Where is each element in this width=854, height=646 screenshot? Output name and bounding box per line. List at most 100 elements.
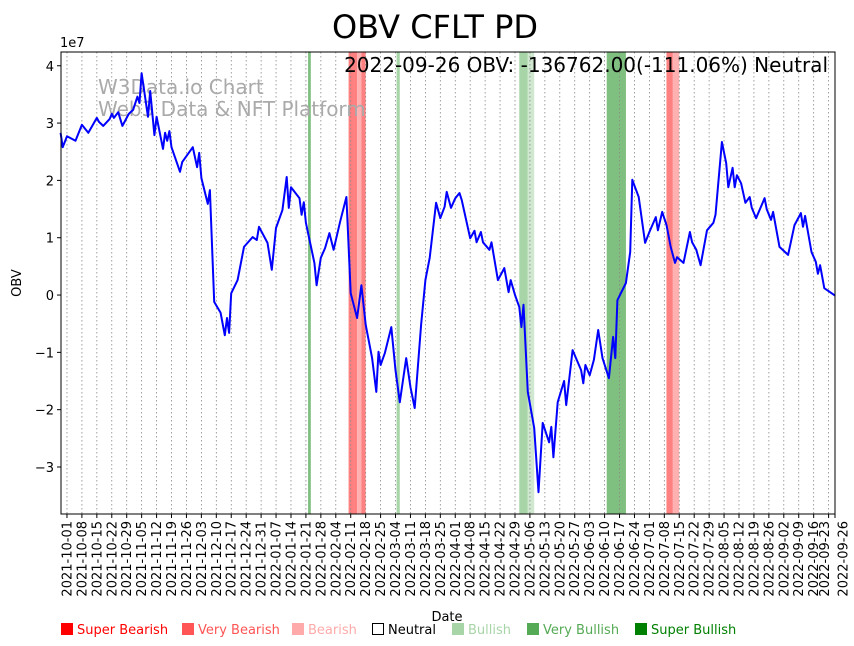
x-tick-label: 2022-05-06 xyxy=(523,521,538,597)
x-tick-label: 2022-05-20 xyxy=(553,521,568,597)
y-tick-label: 4 xyxy=(46,60,54,75)
signal-band-bullish xyxy=(519,52,528,514)
x-tick-label: 2022-07-15 xyxy=(673,521,688,597)
signal-band-very-bullish xyxy=(606,52,626,514)
legend-item-bearish: Bearish xyxy=(292,623,357,638)
x-tick-label: 2022-02-25 xyxy=(374,521,389,597)
obv-series-line xyxy=(59,72,836,494)
x-tick-label: 2021-12-31 xyxy=(255,521,270,597)
x-tick-label: 2022-07-08 xyxy=(658,521,673,597)
x-tick-label: 2022-09-09 xyxy=(792,521,807,597)
x-tick-label: 2022-07-22 xyxy=(688,521,703,597)
legend-swatch-icon xyxy=(372,623,384,635)
x-tick-label: 2022-02-18 xyxy=(359,521,374,597)
y-scale-label: 1e7 xyxy=(60,36,85,51)
signal-band-very-bullish xyxy=(308,52,311,514)
x-tick-label: 2021-11-05 xyxy=(135,521,150,597)
legend-label: Super Bullish xyxy=(651,623,736,638)
legend-swatch-icon xyxy=(527,623,539,635)
x-axis-label: Date xyxy=(431,610,462,625)
y-tick-label: 3 xyxy=(46,117,54,132)
x-tick-label: 2022-03-25 xyxy=(434,521,449,597)
x-tick-label: 2022-09-02 xyxy=(777,521,792,597)
x-tick-label: 2022-04-01 xyxy=(449,521,464,597)
y-tick-label: 0 xyxy=(46,289,54,304)
x-tick-label: 2022-08-05 xyxy=(718,521,733,597)
x-tick-label: 2022-09-23 xyxy=(818,521,833,597)
x-tick-label: 2021-10-08 xyxy=(75,521,90,597)
chart-title: OBV CFLT PD xyxy=(332,8,538,46)
x-tick-label: 2021-10-15 xyxy=(90,521,105,597)
x-tick-label: 2021-12-03 xyxy=(195,521,210,597)
x-tick-label: 2022-01-28 xyxy=(314,521,329,597)
legend-item-bullish: Bullish xyxy=(452,623,511,638)
signal-band-very-bearish xyxy=(348,52,358,514)
x-tick-label: 2022-06-24 xyxy=(628,521,643,597)
legend-label: Neutral xyxy=(388,623,436,638)
x-tick-label: 2022-06-03 xyxy=(583,521,598,597)
x-tick-label: 2022-04-15 xyxy=(479,521,494,597)
legend-label: Bearish xyxy=(308,623,357,638)
x-tick-label: 2021-11-12 xyxy=(150,521,165,597)
signal-band-bullish xyxy=(396,52,400,514)
y-axis-label: OBV xyxy=(10,269,25,297)
x-tick-label: 2022-03-04 xyxy=(389,521,404,597)
x-tick-label: 2022-06-17 xyxy=(613,521,628,597)
chart-annotation: 2022-09-26 OBV: -136762.00(-111.06%) Neu… xyxy=(344,53,828,77)
legend-label: Bullish xyxy=(468,623,511,638)
x-tick-label: 2022-05-13 xyxy=(538,521,553,597)
signal-band-very-bearish xyxy=(361,52,366,514)
legend-item-super-bearish: Super Bearish xyxy=(61,623,168,638)
y-tick-label: 2 xyxy=(46,174,54,189)
x-tick-label: 2021-10-01 xyxy=(60,521,75,597)
x-gridlines xyxy=(66,52,836,514)
legend-swatch-icon xyxy=(635,623,647,635)
x-tick-label: 2021-12-17 xyxy=(225,521,240,597)
legend-label: Very Bearish xyxy=(198,623,280,638)
legend-item-very-bullish: Very Bullish xyxy=(527,623,619,638)
x-tick-label: 2021-11-19 xyxy=(165,521,180,597)
x-tick-label: 2022-08-26 xyxy=(762,521,777,597)
x-tick-label: 2022-07-01 xyxy=(643,521,658,597)
signal-band-bearish xyxy=(672,52,680,514)
x-tick-label: 2021-12-24 xyxy=(240,521,255,597)
x-tick-label: 2022-03-11 xyxy=(404,521,419,597)
legend-swatch-icon xyxy=(61,623,73,635)
x-tick-label: 2022-06-10 xyxy=(598,521,613,597)
x-tick-label: 2022-03-18 xyxy=(419,521,434,597)
legend-label: Super Bearish xyxy=(77,623,168,638)
x-tick-label: 2022-08-19 xyxy=(747,521,762,597)
legend-item-super-bullish: Super Bullish xyxy=(635,623,736,638)
x-tick-label: 2022-09-16 xyxy=(807,521,822,597)
x-tick-label: 2022-07-29 xyxy=(703,521,718,597)
watermark-line-1: W3Data.io Chart xyxy=(98,75,264,99)
x-axis: 2021-10-01 2021-10-08 2021-10-15 2021-10-22… xyxy=(60,514,852,597)
x-tick-label: 2022-04-29 xyxy=(508,521,523,597)
signal-bands xyxy=(308,52,680,514)
x-tick-label: 2022-09-26 xyxy=(837,521,852,597)
x-tick-label: 2022-04-22 xyxy=(494,521,509,597)
x-tick-label: 2022-02-11 xyxy=(344,521,359,597)
x-tick-label: 2022-01-07 xyxy=(270,521,285,597)
legend-item-neutral: Neutral xyxy=(372,623,436,638)
x-tick-label: 2021-11-26 xyxy=(180,521,195,597)
x-tick-label: 2022-01-14 xyxy=(284,521,299,597)
signal-band-bearish xyxy=(357,52,362,514)
x-tick-label: 2021-10-22 xyxy=(105,521,120,597)
x-tick-label: 2021-12-10 xyxy=(210,521,225,597)
watermark-line-2: Web3 Data & NFT Platform xyxy=(98,97,366,121)
x-tick-label: 2022-01-21 xyxy=(299,521,314,597)
legend-swatch-icon xyxy=(292,623,304,635)
legend-swatch-icon xyxy=(182,623,194,635)
plot-frame xyxy=(60,51,836,515)
y-tick-label: 1 xyxy=(46,232,54,247)
x-tick-label: 2022-02-04 xyxy=(329,521,344,597)
x-tick-label: 2022-05-27 xyxy=(568,521,583,597)
x-tick-label: 2022-08-12 xyxy=(732,521,747,597)
legend-item-very-bearish: Very Bearish xyxy=(182,623,280,638)
legend-label: Very Bullish xyxy=(543,623,619,638)
watermark: W3Data.io Chart Web3 Data & NFT Platform xyxy=(98,75,366,121)
y-axis: −3 −2 −1 0 1 2 3 4 xyxy=(35,60,61,476)
x-tick-label: 2021-10-29 xyxy=(120,521,135,597)
